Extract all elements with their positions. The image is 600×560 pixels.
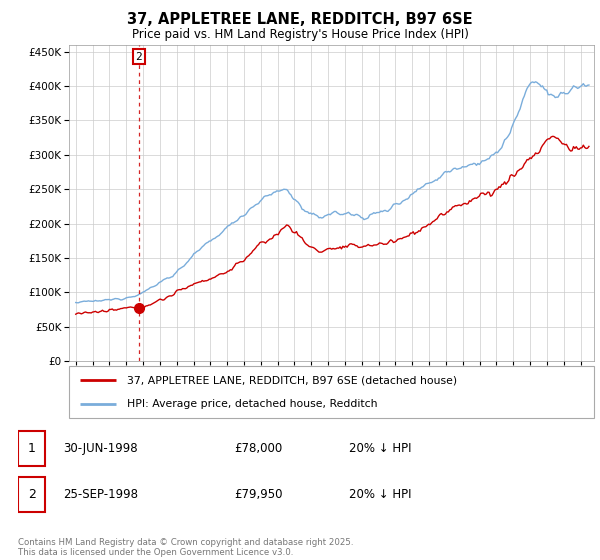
Text: 20% ↓ HPI: 20% ↓ HPI <box>349 488 411 501</box>
Text: 20% ↓ HPI: 20% ↓ HPI <box>349 442 411 455</box>
Text: 30-JUN-1998: 30-JUN-1998 <box>64 442 138 455</box>
Text: £79,950: £79,950 <box>235 488 283 501</box>
FancyBboxPatch shape <box>18 431 46 466</box>
Text: HPI: Average price, detached house, Redditch: HPI: Average price, detached house, Redd… <box>127 399 377 409</box>
Text: 1: 1 <box>28 442 35 455</box>
Text: Price paid vs. HM Land Registry's House Price Index (HPI): Price paid vs. HM Land Registry's House … <box>131 28 469 41</box>
Text: 2: 2 <box>136 52 142 62</box>
FancyBboxPatch shape <box>69 366 594 418</box>
FancyBboxPatch shape <box>18 477 46 512</box>
Text: 2: 2 <box>28 488 35 501</box>
Text: £78,000: £78,000 <box>235 442 283 455</box>
Text: 37, APPLETREE LANE, REDDITCH, B97 6SE: 37, APPLETREE LANE, REDDITCH, B97 6SE <box>127 12 473 27</box>
Text: 37, APPLETREE LANE, REDDITCH, B97 6SE (detached house): 37, APPLETREE LANE, REDDITCH, B97 6SE (d… <box>127 375 457 385</box>
Text: Contains HM Land Registry data © Crown copyright and database right 2025.
This d: Contains HM Land Registry data © Crown c… <box>18 538 353 557</box>
Text: 25-SEP-1998: 25-SEP-1998 <box>64 488 139 501</box>
